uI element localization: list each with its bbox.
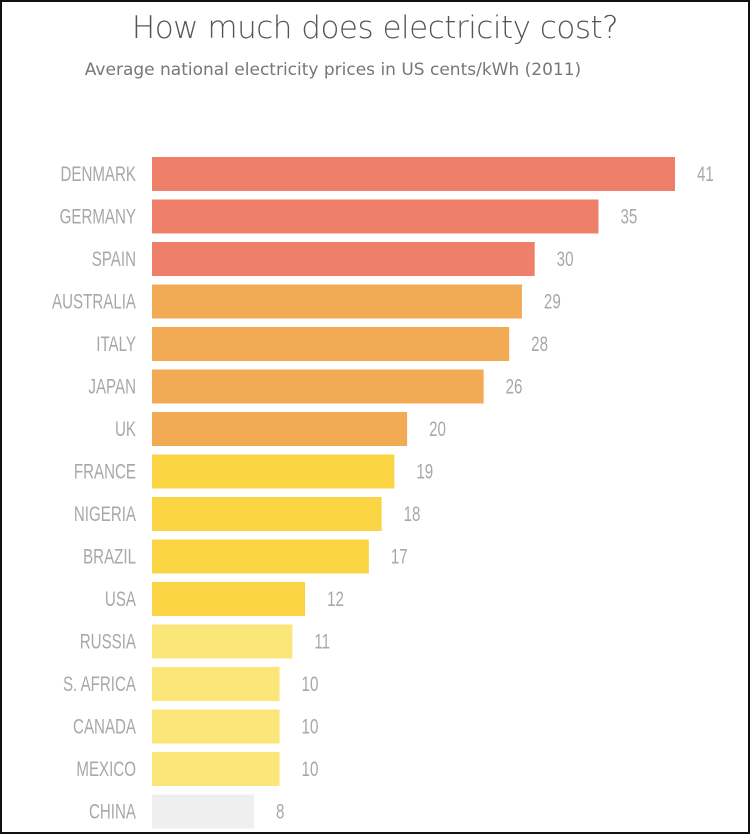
bar-s-africa: [152, 667, 280, 701]
category-label: AUSTRALIA: [52, 289, 137, 313]
bar-germany: [152, 199, 599, 234]
bar-japan: [152, 369, 484, 404]
category-label: FRANCE: [74, 459, 136, 483]
bar-spain: [152, 242, 535, 276]
category-label: NIGERIA: [74, 501, 137, 525]
value-label: 41: [697, 161, 714, 185]
bar-denmark: [152, 157, 675, 191]
value-label: 19: [416, 459, 433, 483]
category-label: GERMANY: [60, 204, 136, 228]
category-label: ITALY: [96, 331, 136, 355]
value-label: 28: [531, 331, 548, 355]
value-label: 30: [557, 246, 574, 270]
category-label: RUSSIA: [80, 629, 137, 653]
bar-australia: [152, 284, 522, 319]
bar-canada: [152, 709, 280, 744]
bar-brazil: [152, 539, 369, 574]
bar-uk: [152, 412, 408, 446]
chart-subtitle: Average national electricity prices in U…: [84, 60, 582, 80]
category-label: DENMARK: [60, 161, 136, 185]
bar-france: [152, 454, 395, 489]
bar-nigeria: [152, 497, 382, 531]
value-label: 29: [544, 289, 561, 313]
value-label: 35: [620, 204, 637, 228]
bar-mexico: [152, 752, 280, 786]
category-label: USA: [105, 586, 137, 610]
category-label: CHINA: [89, 799, 137, 823]
value-label: 8: [276, 799, 284, 823]
bar-italy: [152, 327, 510, 361]
bar-usa: [152, 582, 306, 616]
category-label: BRAZIL: [83, 544, 136, 568]
value-label: 26: [506, 374, 523, 398]
value-label: 10: [302, 714, 319, 738]
value-label: 12: [327, 586, 344, 610]
category-label: S. AFRICA: [63, 671, 137, 695]
chart-title: How much does electricity cost?: [131, 10, 619, 46]
value-label: 17: [391, 544, 408, 568]
category-label: MEXICO: [76, 756, 136, 780]
value-label: 11: [314, 629, 330, 653]
category-label: SPAIN: [92, 246, 136, 270]
category-label: JAPAN: [88, 374, 136, 398]
bar-russia: [152, 624, 293, 659]
value-label: 20: [429, 416, 446, 440]
bar-china: [152, 794, 255, 829]
category-label: UK: [115, 416, 136, 440]
category-label: CANADA: [73, 714, 137, 738]
value-label: 10: [302, 671, 319, 695]
value-label: 10: [302, 756, 319, 780]
value-label: 18: [404, 501, 421, 525]
